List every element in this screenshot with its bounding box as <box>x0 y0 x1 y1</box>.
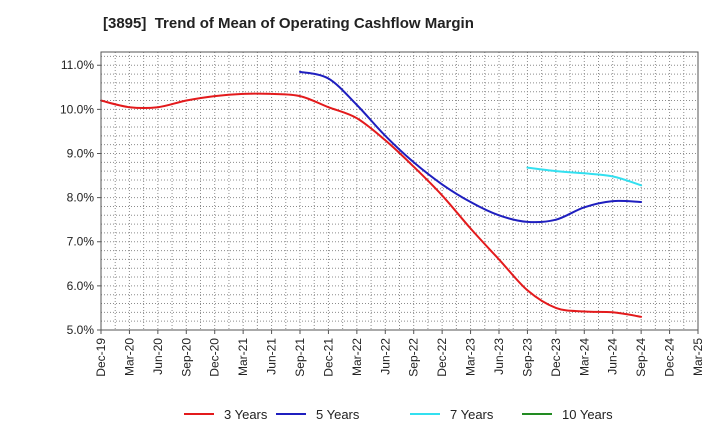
x-tick-label: Mar-24 <box>577 338 591 376</box>
grid-lines <box>101 52 698 330</box>
x-tick-label: Jun-22 <box>378 338 392 375</box>
x-tick-label: Dec-24 <box>663 338 677 377</box>
x-tick-label: Jun-24 <box>606 338 620 375</box>
y-tick-label: 11.0% <box>61 58 94 72</box>
y-tick-label: 8.0% <box>67 191 95 205</box>
x-tick-label: Sep-22 <box>407 338 421 377</box>
x-tick-label: Mar-25 <box>691 338 705 376</box>
series-line-7-years <box>526 166 643 187</box>
x-tick-label: Dec-22 <box>435 338 449 377</box>
legend-label-5-years: 5 Years <box>316 407 360 422</box>
plot-border <box>100 51 699 331</box>
x-tick-label: Sep-20 <box>179 338 193 377</box>
y-tick-label: 5.0% <box>67 323 95 337</box>
y-tick-label: 7.0% <box>67 235 95 249</box>
x-tick-label: Sep-23 <box>520 338 534 377</box>
legend-label-10-years: 10 Years <box>562 407 613 422</box>
x-tick-label: Mar-20 <box>122 338 136 376</box>
x-tick-label: Sep-21 <box>293 338 307 377</box>
series-line-3-years <box>100 92 643 318</box>
x-tick-label: Dec-21 <box>321 338 335 377</box>
y-tick-label: 10.0% <box>60 102 94 116</box>
x-tick-label: Mar-21 <box>236 338 250 376</box>
legend-label-3-years: 3 Years <box>224 407 268 422</box>
series-lines <box>100 70 643 318</box>
x-tick-label: Jun-21 <box>265 338 279 375</box>
series-line-5-years <box>299 70 643 224</box>
x-tick-label: Jun-23 <box>492 338 506 375</box>
y-tick-label: 9.0% <box>67 146 95 160</box>
y-tick-label: 6.0% <box>67 279 95 293</box>
x-tick-label: Dec-20 <box>208 338 222 377</box>
x-tick-label: Dec-19 <box>94 338 108 377</box>
x-tick-label: Dec-23 <box>549 338 563 377</box>
x-tick-label: Mar-22 <box>350 338 364 376</box>
x-tick-label: Sep-24 <box>634 338 648 377</box>
y-axis-ticks: 5.0% 6.0% 7.0% 8.0% 9.0% 10.0% 11.0% <box>60 58 101 337</box>
x-axis-ticks: Dec-19 Mar-20 Jun-20 Sep-20 Dec-20 Mar-21 Jun-… <box>94 330 705 377</box>
legend-label-7-years: 7 Years <box>450 407 494 422</box>
legend: 3 Years 5 Years 7 Years 10 Years <box>184 407 613 422</box>
chart-title: [3895] Trend of Mean of Operating Cashfl… <box>103 15 474 32</box>
x-tick-label: Mar-23 <box>464 338 478 376</box>
x-tick-label: Jun-20 <box>151 338 165 375</box>
